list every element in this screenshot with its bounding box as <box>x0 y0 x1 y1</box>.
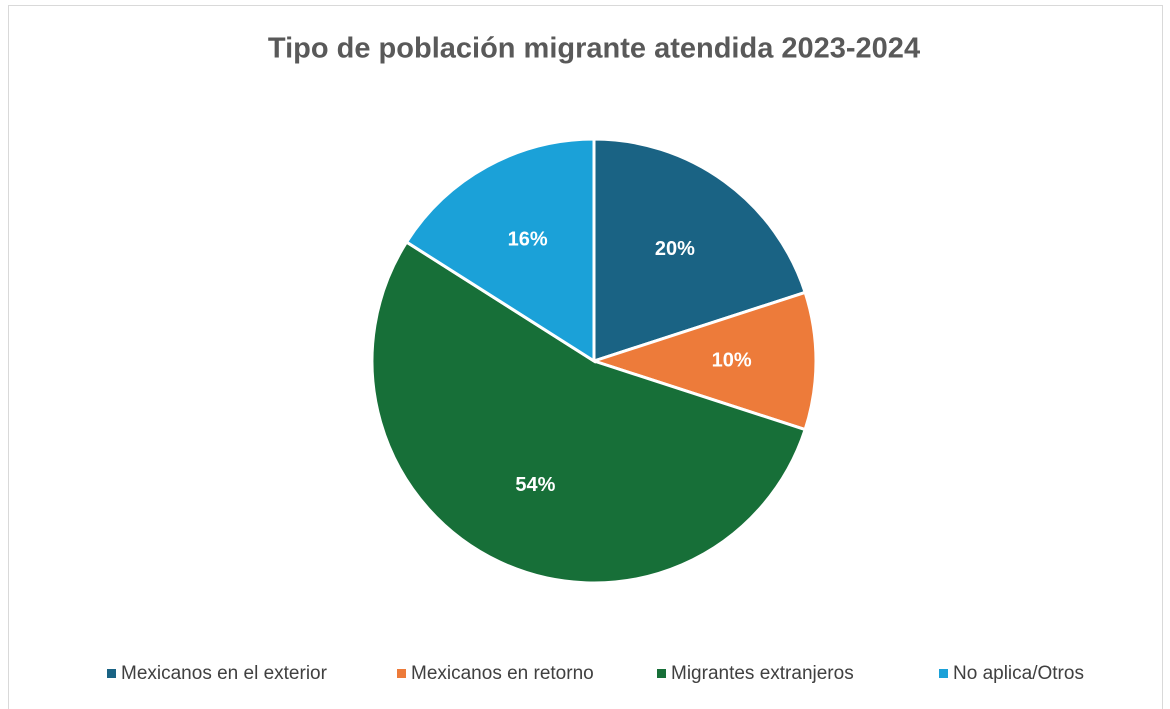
legend-label: Mexicanos en retorno <box>411 663 594 684</box>
legend-label: No aplica/Otros <box>953 663 1084 684</box>
chart-title: Tipo de población migrante atendida 2023… <box>268 33 920 65</box>
data-label: 10% <box>712 349 752 371</box>
legend-swatch <box>397 669 406 678</box>
legend-label: Migrantes extranjeros <box>671 663 854 684</box>
legend-swatch <box>107 669 116 678</box>
pie-slice <box>592 137 808 364</box>
pie-slice <box>404 137 596 364</box>
legend-swatch <box>657 669 666 678</box>
pie-slice <box>370 239 808 585</box>
data-label: 20% <box>655 238 695 260</box>
data-label: 16% <box>508 229 548 251</box>
legend-swatch <box>939 669 948 678</box>
data-label: 54% <box>515 474 555 496</box>
legend-label: Mexicanos en el exterior <box>121 663 328 684</box>
pie-slice <box>589 290 818 432</box>
